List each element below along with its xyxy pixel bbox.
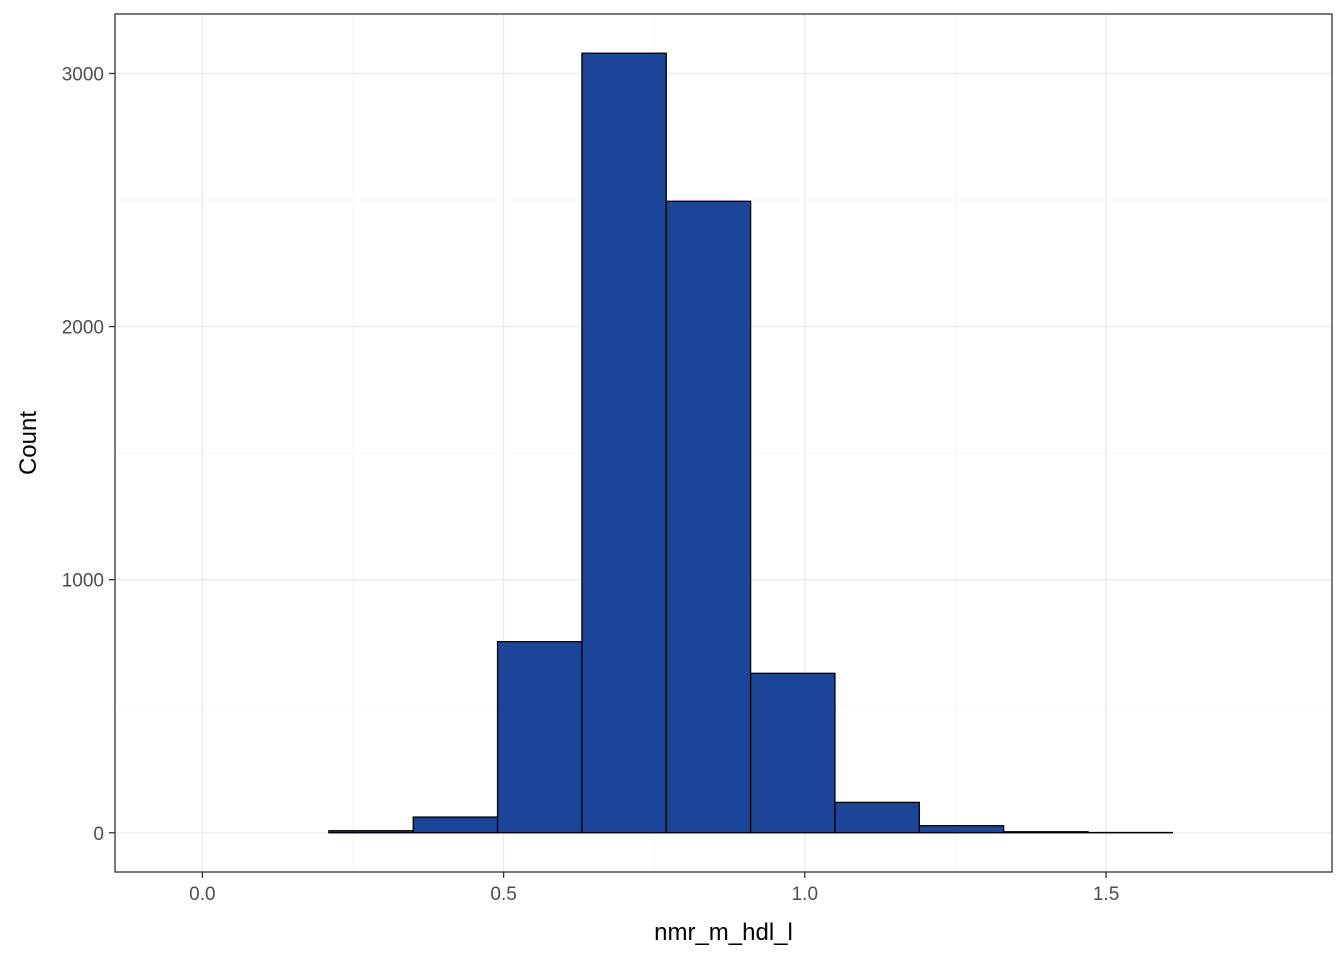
y-axis: 0 1000 2000 3000: [62, 64, 115, 845]
histogram-bar: [328, 830, 414, 834]
histogram-bar: [581, 52, 667, 834]
histogram-bar: [412, 816, 499, 834]
y-tick-label: 2000: [62, 318, 104, 339]
histogram-bar: [918, 825, 1005, 834]
histogram-bar: [749, 672, 836, 834]
x-tick-label: 1.0: [792, 884, 818, 905]
y-axis-title: Count: [15, 411, 42, 475]
histogram-bar: [1003, 831, 1089, 834]
y-tick-label: 1000: [62, 571, 104, 592]
panel-border: [114, 13, 1333, 873]
histogram-bar: [496, 641, 583, 834]
x-axis-title: nmr_m_hdl_l: [654, 919, 793, 946]
histogram-bars: [328, 52, 1173, 834]
x-tick-label: 1.5: [1093, 884, 1119, 905]
histogram-bar: [834, 801, 920, 834]
x-tick-label: 0.0: [189, 884, 215, 905]
x-tick-label: 0.5: [490, 884, 516, 905]
histogram-bar: [665, 200, 752, 834]
x-axis: 0.0 0.5 1.0 1.5: [189, 872, 1119, 905]
y-tick-label: 0: [93, 824, 104, 845]
y-tick-label: 3000: [62, 64, 104, 85]
